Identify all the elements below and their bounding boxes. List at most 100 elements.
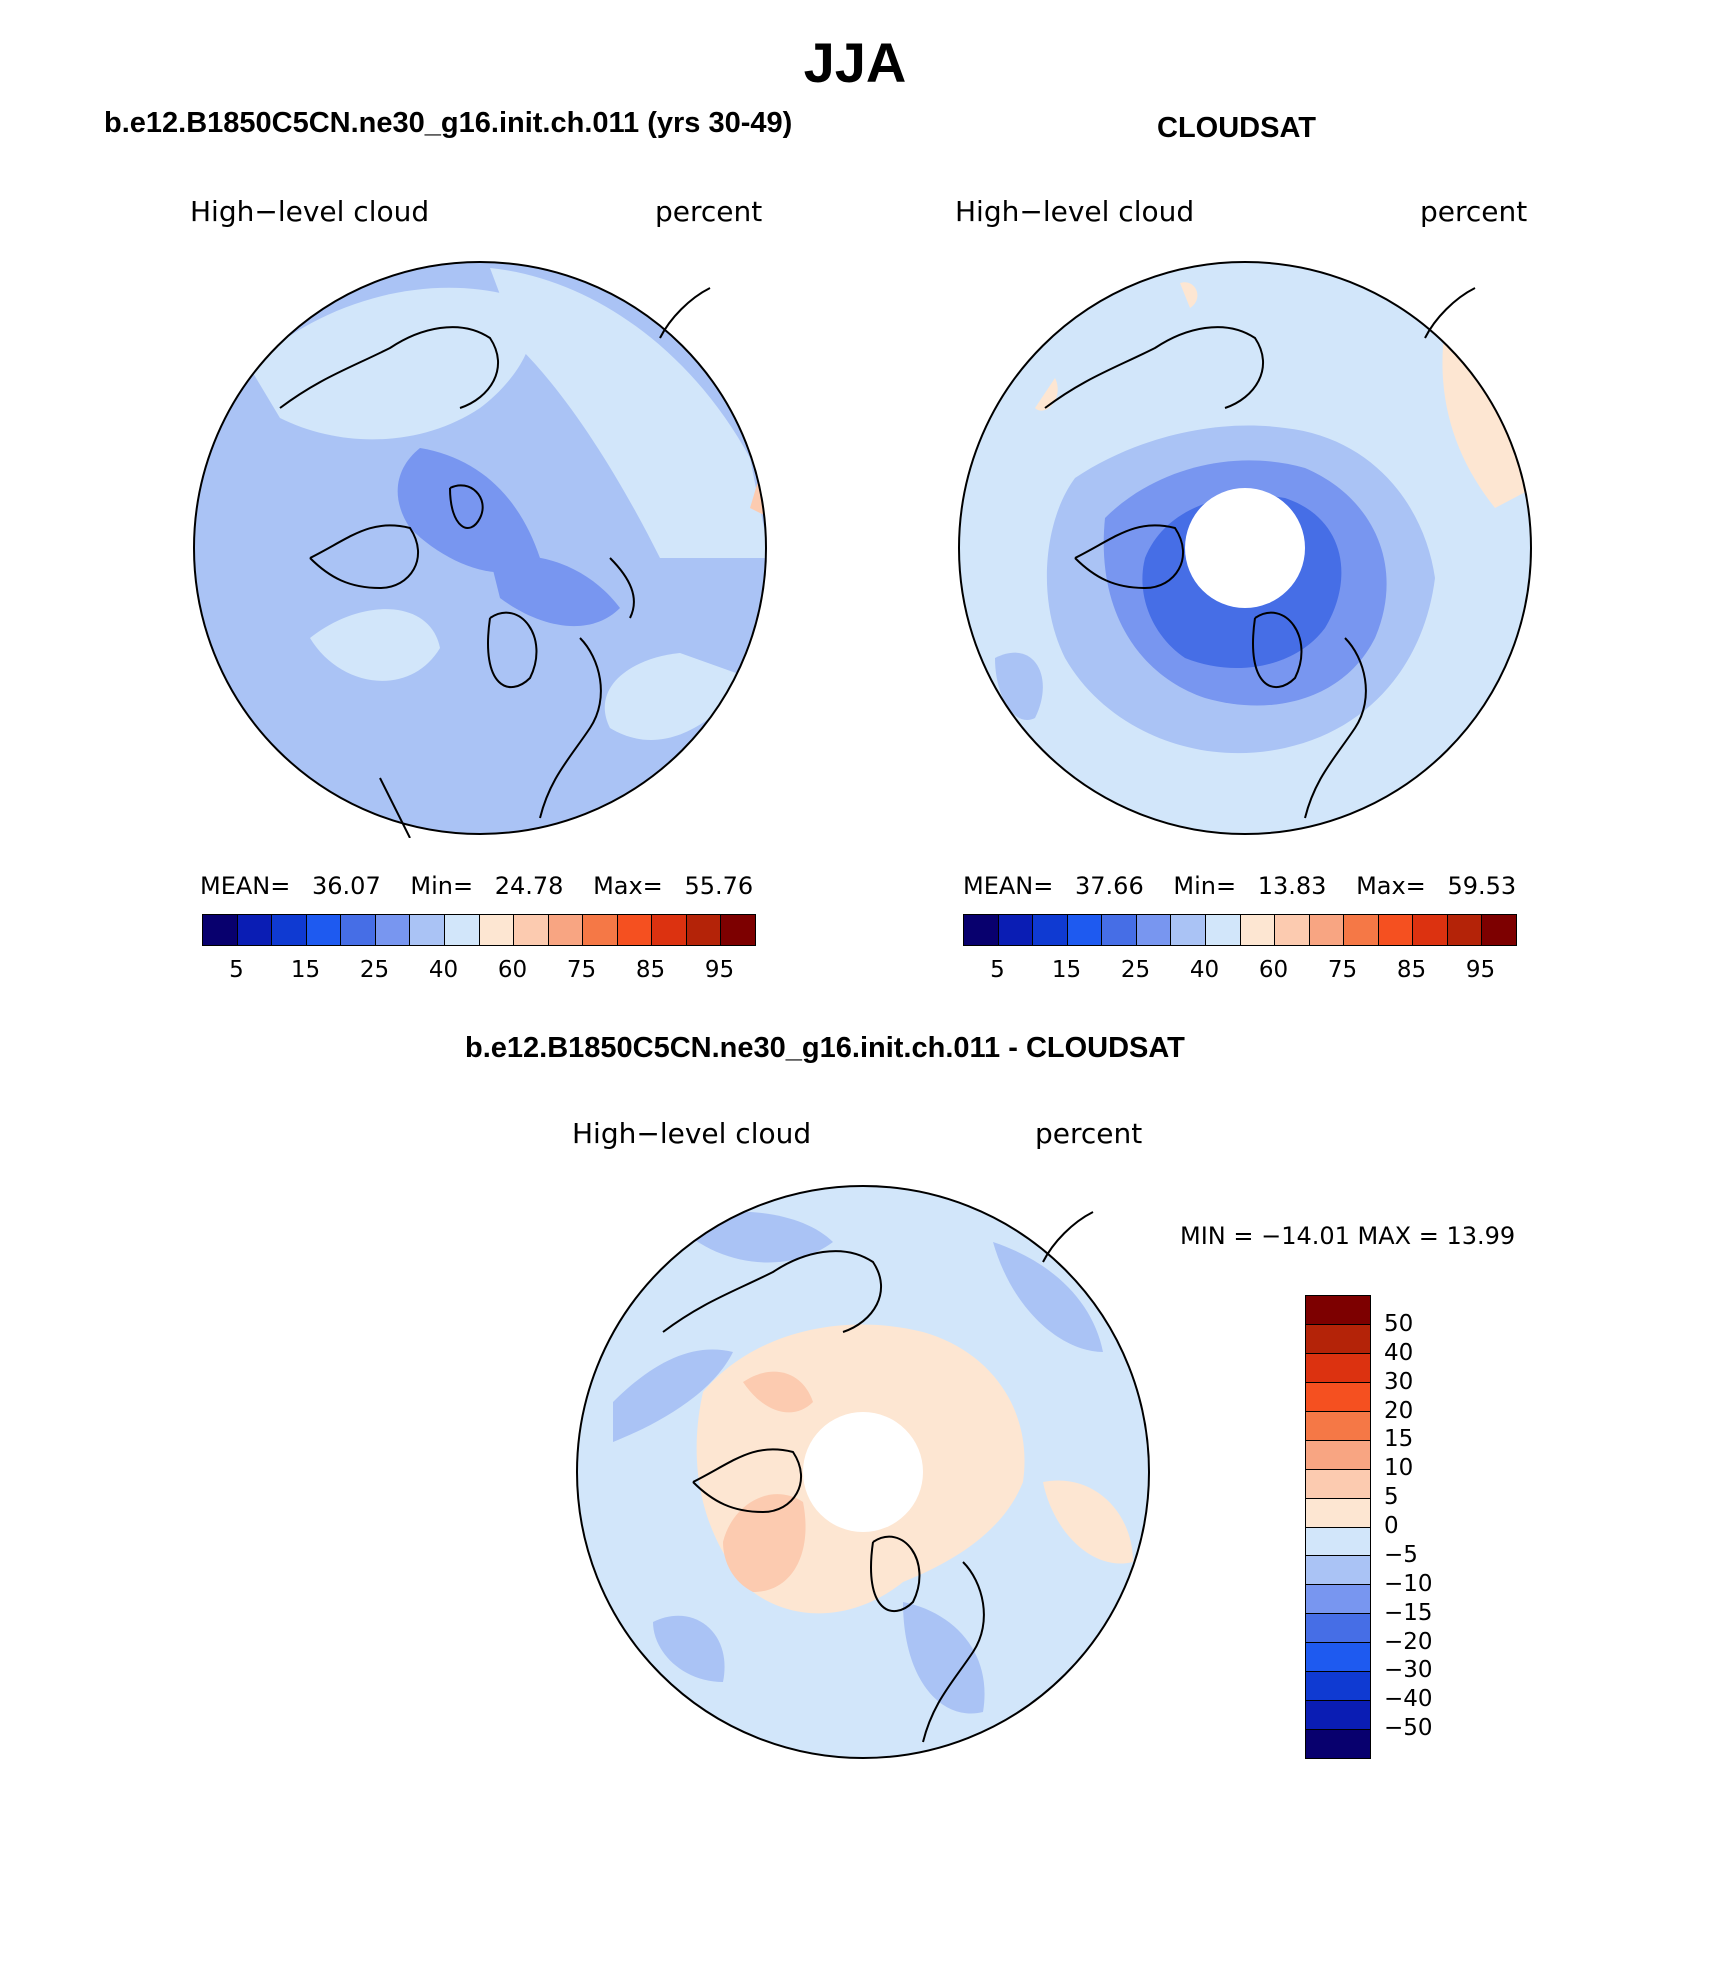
colorbar-swatch <box>1306 1296 1370 1325</box>
colorbar-swatch <box>514 915 549 945</box>
colorbar-swatch <box>306 915 342 945</box>
diff-variable-label: High−level cloud <box>572 1117 812 1150</box>
colorbar-swatch <box>1344 915 1379 945</box>
obs-polar-map <box>958 261 1532 835</box>
colorbar-swatch <box>1482 915 1516 945</box>
obs-mean-value: 37.66 <box>1075 872 1144 900</box>
colorbar-tick-label: 95 <box>1465 957 1496 983</box>
colorbar-swatch <box>617 915 653 945</box>
colorbar-swatch <box>1306 1585 1370 1615</box>
colorbar-swatch <box>1275 915 1310 945</box>
colorbar-tick-label: −20 <box>1384 1628 1433 1655</box>
colorbar-tick-label: 50 <box>1384 1310 1414 1337</box>
colorbar-tick-label: 30 <box>1384 1368 1414 1395</box>
colorbar-swatch <box>444 915 480 945</box>
colorbar-tick-label: 15 <box>290 957 321 983</box>
colorbar-swatch <box>1306 1614 1370 1644</box>
colorbar-swatch <box>1306 1701 1370 1731</box>
colorbar-tick-label: 60 <box>497 957 528 983</box>
colorbar-swatch <box>686 915 722 945</box>
figure-title: JJA <box>803 31 907 94</box>
colorbar-tick-label: 85 <box>635 957 666 983</box>
colorbar-tick-label: −5 <box>1384 1541 1418 1568</box>
model-units-label: percent <box>655 195 763 228</box>
colorbar-tick-label: 5 <box>229 957 244 983</box>
colorbar-swatch <box>1306 1643 1370 1673</box>
obs-max-value: 59.53 <box>1447 872 1517 900</box>
colorbar-swatch <box>964 915 999 945</box>
model-max-label: Max= <box>593 872 663 900</box>
colorbar-tick-label: −10 <box>1384 1570 1433 1597</box>
obs-min-value: 13.83 <box>1257 872 1327 900</box>
colorbar-swatch <box>583 915 618 945</box>
colorbar-swatch <box>479 915 515 945</box>
colorbar-swatch <box>998 915 1034 945</box>
model-stats: MEAN= 36.07 Min= 24.78 Max= 55.76 <box>200 872 753 900</box>
colorbar-swatch <box>1306 1353 1370 1383</box>
colorbar-tick-label: 75 <box>1327 957 1358 983</box>
colorbar-tick-label: 5 <box>990 957 1005 983</box>
colorbar-swatch <box>1306 1730 1370 1758</box>
colorbar-tick-label: 85 <box>1396 957 1427 983</box>
colorbar-tick-label: −15 <box>1384 1599 1433 1626</box>
colorbar-swatch <box>375 915 411 945</box>
colorbar-tick-label: 75 <box>566 957 597 983</box>
model-mean-value: 36.07 <box>312 872 381 900</box>
colorbar-swatch <box>1306 1324 1370 1354</box>
colorbar-tick-label: 10 <box>1384 1455 1414 1482</box>
colorbar-tick-label: 40 <box>428 957 459 983</box>
colorbar-tick-label: 60 <box>1258 957 1289 983</box>
colorbar-swatch <box>1171 915 1206 945</box>
colorbar-swatch <box>1309 915 1345 945</box>
colorbar-swatch <box>1102 915 1137 945</box>
colorbar-swatch <box>237 915 273 945</box>
colorbar-swatch <box>1413 915 1448 945</box>
colorbar-swatch <box>1136 915 1172 945</box>
obs-variable-label: High−level cloud <box>955 195 1195 228</box>
colorbar-tick-label: 40 <box>1384 1339 1414 1366</box>
obs-stats: MEAN= 37.66 Min= 13.83 Max= 59.53 <box>963 872 1516 900</box>
obs-mean-label: MEAN= <box>963 872 1054 900</box>
model-variable-label: High−level cloud <box>190 195 430 228</box>
colorbar-swatch <box>410 915 445 945</box>
obs-min-label: Min= <box>1173 872 1237 900</box>
model-polar-map <box>193 261 767 838</box>
model-max-value: 55.76 <box>684 872 754 900</box>
model-panel-title: b.e12.B1850C5CN.ne30_g16.init.ch.011 (yr… <box>104 107 793 139</box>
colorbar-tick-label: 0 <box>1384 1513 1399 1539</box>
obs-panel-title: CLOUDSAT <box>1157 112 1316 144</box>
diff-units-label: percent <box>1035 1117 1143 1150</box>
colorbar-tick-label: 95 <box>704 957 735 983</box>
colorbar-swatch <box>1306 1527 1370 1557</box>
obs-units-label: percent <box>1420 195 1528 228</box>
colorbar-swatch <box>1306 1382 1370 1412</box>
colorbar-swatch <box>548 915 584 945</box>
diff-polar-map <box>576 1185 1150 1759</box>
obs-max-label: Max= <box>1356 872 1426 900</box>
diff-panel-title: b.e12.B1850C5CN.ne30_g16.init.ch.011 - C… <box>465 1032 1185 1064</box>
model-mean-label: MEAN= <box>200 872 291 900</box>
colorbar-swatch <box>1033 915 1068 945</box>
colorbar-swatch <box>272 915 307 945</box>
colorbar-tick-label: 25 <box>1120 957 1151 983</box>
obs-colorbar <box>963 914 1517 946</box>
colorbar-swatch <box>1306 1556 1370 1586</box>
colorbar-swatch <box>1067 915 1103 945</box>
colorbar-tick-label: 15 <box>1051 957 1082 983</box>
colorbar-swatch <box>721 915 755 945</box>
colorbar-tick-label: 15 <box>1384 1426 1414 1453</box>
colorbar-tick-label: 20 <box>1384 1397 1414 1424</box>
model-min-label: Min= <box>410 872 474 900</box>
colorbar-tick-label: −40 <box>1384 1686 1433 1713</box>
colorbar-swatch <box>1306 1440 1370 1470</box>
colorbar-swatch <box>1306 1498 1370 1528</box>
colorbar-swatch <box>203 915 238 945</box>
colorbar-swatch <box>1306 1672 1370 1702</box>
colorbar-swatch <box>1306 1469 1370 1499</box>
colorbar-tick-label: −50 <box>1384 1715 1433 1742</box>
model-min-value: 24.78 <box>494 872 564 900</box>
colorbar-swatch <box>1205 915 1241 945</box>
diff-colorbar <box>1305 1295 1371 1759</box>
colorbar-tick-label: 5 <box>1384 1484 1399 1511</box>
colorbar-tick-label: −30 <box>1384 1657 1433 1684</box>
